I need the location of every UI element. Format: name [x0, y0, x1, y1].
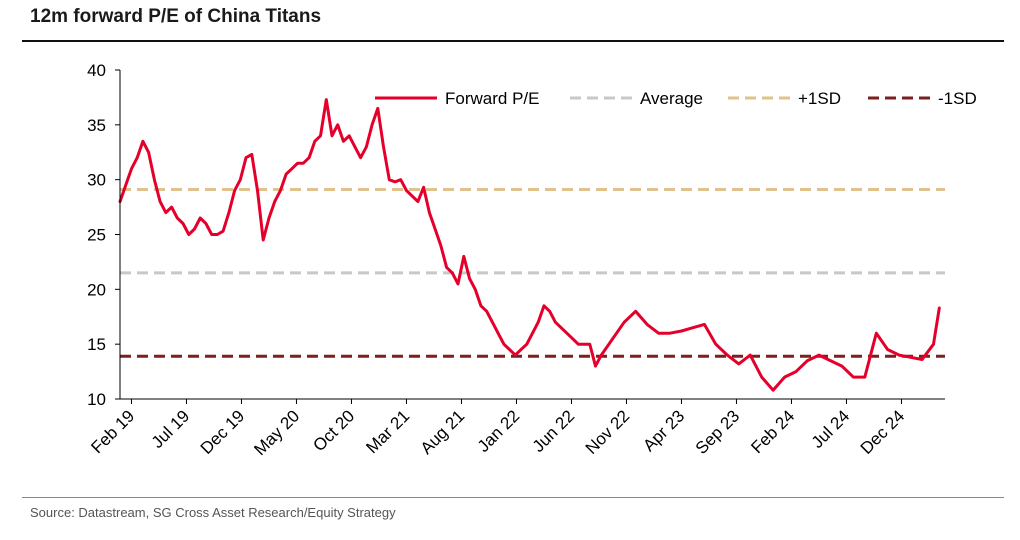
x-tick-label: Jul 19 — [148, 406, 194, 452]
y-tick-label: 25 — [87, 226, 106, 245]
legend-label-forward-pe: Forward P/E — [445, 89, 539, 108]
x-tick-label: Jun 22 — [529, 406, 579, 456]
x-tick-label: Oct 20 — [309, 406, 358, 455]
x-tick-label: Dec 19 — [197, 406, 249, 458]
chart-title: 12m forward P/E of China Titans — [30, 6, 322, 27]
x-tick-label: Aug 21 — [417, 406, 469, 458]
x-tick-label: Dec 24 — [857, 406, 909, 458]
footer-rule — [22, 497, 1004, 498]
y-tick-label: 40 — [87, 61, 106, 80]
x-tick-label: Jul 24 — [808, 406, 854, 452]
y-tick-label: 20 — [87, 280, 106, 299]
plot-area — [118, 98, 945, 392]
y-tick-label: 10 — [87, 390, 106, 409]
legend: Forward P/E Average +1SD -1SD — [375, 89, 977, 108]
y-tick-label: 30 — [87, 171, 106, 190]
x-tick-label: Apr 23 — [639, 406, 688, 455]
legend-label-average: Average — [640, 89, 703, 108]
x-tick-label: Sep 23 — [692, 406, 744, 458]
x-tick-label: Mar 21 — [362, 406, 413, 457]
x-tick-label: Feb 19 — [87, 406, 138, 457]
y-tick-label: 35 — [87, 116, 106, 135]
axes: 10 15 20 25 30 35 40 Feb 19 Jul 19 Dec 19 May 20 Oc… — [87, 61, 945, 459]
x-tick-label: Nov 22 — [582, 406, 634, 458]
x-tick-label: Jan 22 — [474, 406, 524, 456]
forward-pe-line — [118, 98, 941, 392]
y-tick-label: 15 — [87, 335, 106, 354]
legend-label-plus-1sd: +1SD — [798, 89, 841, 108]
title-rule — [22, 40, 1004, 42]
legend-label-minus-1sd: -1SD — [938, 89, 977, 108]
source-note: Source: Datastream, SG Cross Asset Resea… — [30, 505, 396, 520]
x-tick-label: Feb 24 — [747, 406, 798, 457]
x-tick-label: May 20 — [250, 406, 303, 459]
